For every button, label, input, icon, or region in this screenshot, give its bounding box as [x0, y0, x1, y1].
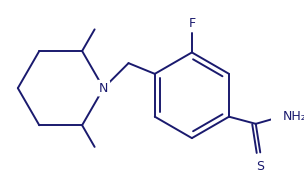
- Text: NH₂: NH₂: [282, 110, 304, 123]
- Text: N: N: [99, 82, 108, 95]
- Text: S: S: [256, 159, 264, 172]
- Text: F: F: [188, 17, 195, 30]
